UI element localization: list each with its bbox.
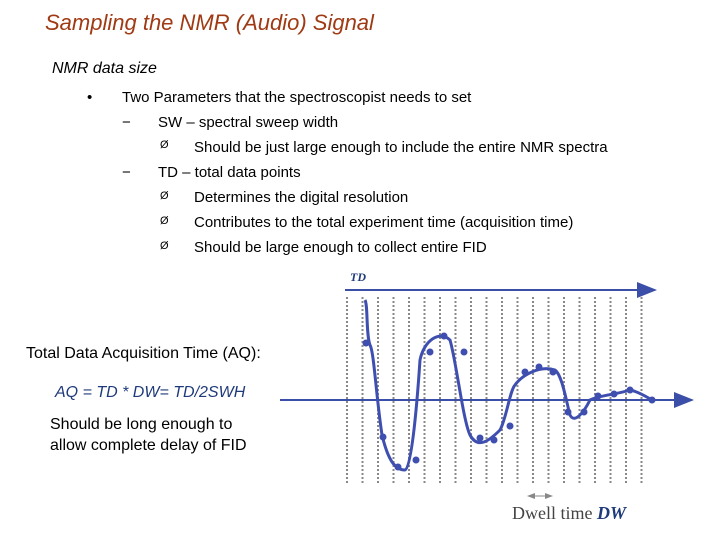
sample-point (535, 363, 543, 371)
dwell-time-label: Dwell time DW (512, 503, 626, 524)
section-heading: NMR data size (52, 60, 157, 77)
dwell-time-prefix: Dwell time (512, 503, 597, 523)
aq-equation: AQ = TD * DW= TD/2SWH (55, 384, 246, 401)
sample-point (379, 433, 387, 441)
sample-point (626, 386, 634, 394)
sample-point (362, 339, 370, 347)
bullet-td: TD – total data points (158, 164, 301, 181)
sample-point (426, 348, 434, 356)
sample-point (594, 392, 602, 400)
aq-note-box (46, 410, 286, 458)
sample-point (564, 408, 572, 416)
arrow-marker: Ø (160, 240, 169, 252)
sample-point (580, 408, 588, 416)
dash-marker-sw: − (122, 114, 131, 131)
sample-point (521, 368, 529, 376)
aq-note-line-1: Should be long enough to (50, 416, 233, 433)
sample-point (549, 368, 557, 376)
bullet-marker: • (87, 89, 93, 106)
sample-point (440, 332, 448, 340)
dwell-time-symbol: DW (596, 503, 626, 523)
sample-grid-lines (346, 297, 643, 485)
sample-point (490, 436, 498, 444)
aq-note: Should be long enough to allow complete … (50, 414, 247, 456)
aq-title-box (22, 342, 290, 366)
sample-point (506, 422, 514, 430)
bullet-td-detail-3: Should be large enough to collect entire… (194, 239, 487, 256)
bullet-two-parameters: Two Parameters that the spectroscopist n… (122, 89, 472, 106)
aq-title: Total Data Acquisition Time (AQ): (26, 345, 261, 362)
bullet-td-detail-2: Contributes to the total experiment time… (194, 214, 574, 231)
arrow-marker: Ø (160, 139, 169, 151)
sample-point (412, 456, 420, 464)
bullet-td-detail-1: Determines the digital resolution (194, 189, 409, 206)
sample-point (476, 434, 484, 442)
dash-marker-td: − (122, 164, 131, 181)
sample-point (610, 390, 618, 398)
sample-points (362, 332, 656, 471)
sample-point (394, 463, 402, 471)
aq-equation-box (52, 381, 272, 405)
sample-point (460, 348, 468, 356)
td-label: TD (350, 270, 366, 284)
slide-title: Sampling the NMR (Audio) Signal (45, 10, 374, 35)
sample-point (648, 396, 656, 404)
aq-note-line-2: allow complete delay of FID (50, 437, 247, 454)
arrow-marker: Ø (160, 190, 169, 202)
bullet-sw: SW – spectral sweep width (158, 114, 339, 131)
arrow-marker: Ø (160, 215, 169, 227)
bullet-sw-detail: Should be just large enough to include t… (194, 139, 608, 156)
